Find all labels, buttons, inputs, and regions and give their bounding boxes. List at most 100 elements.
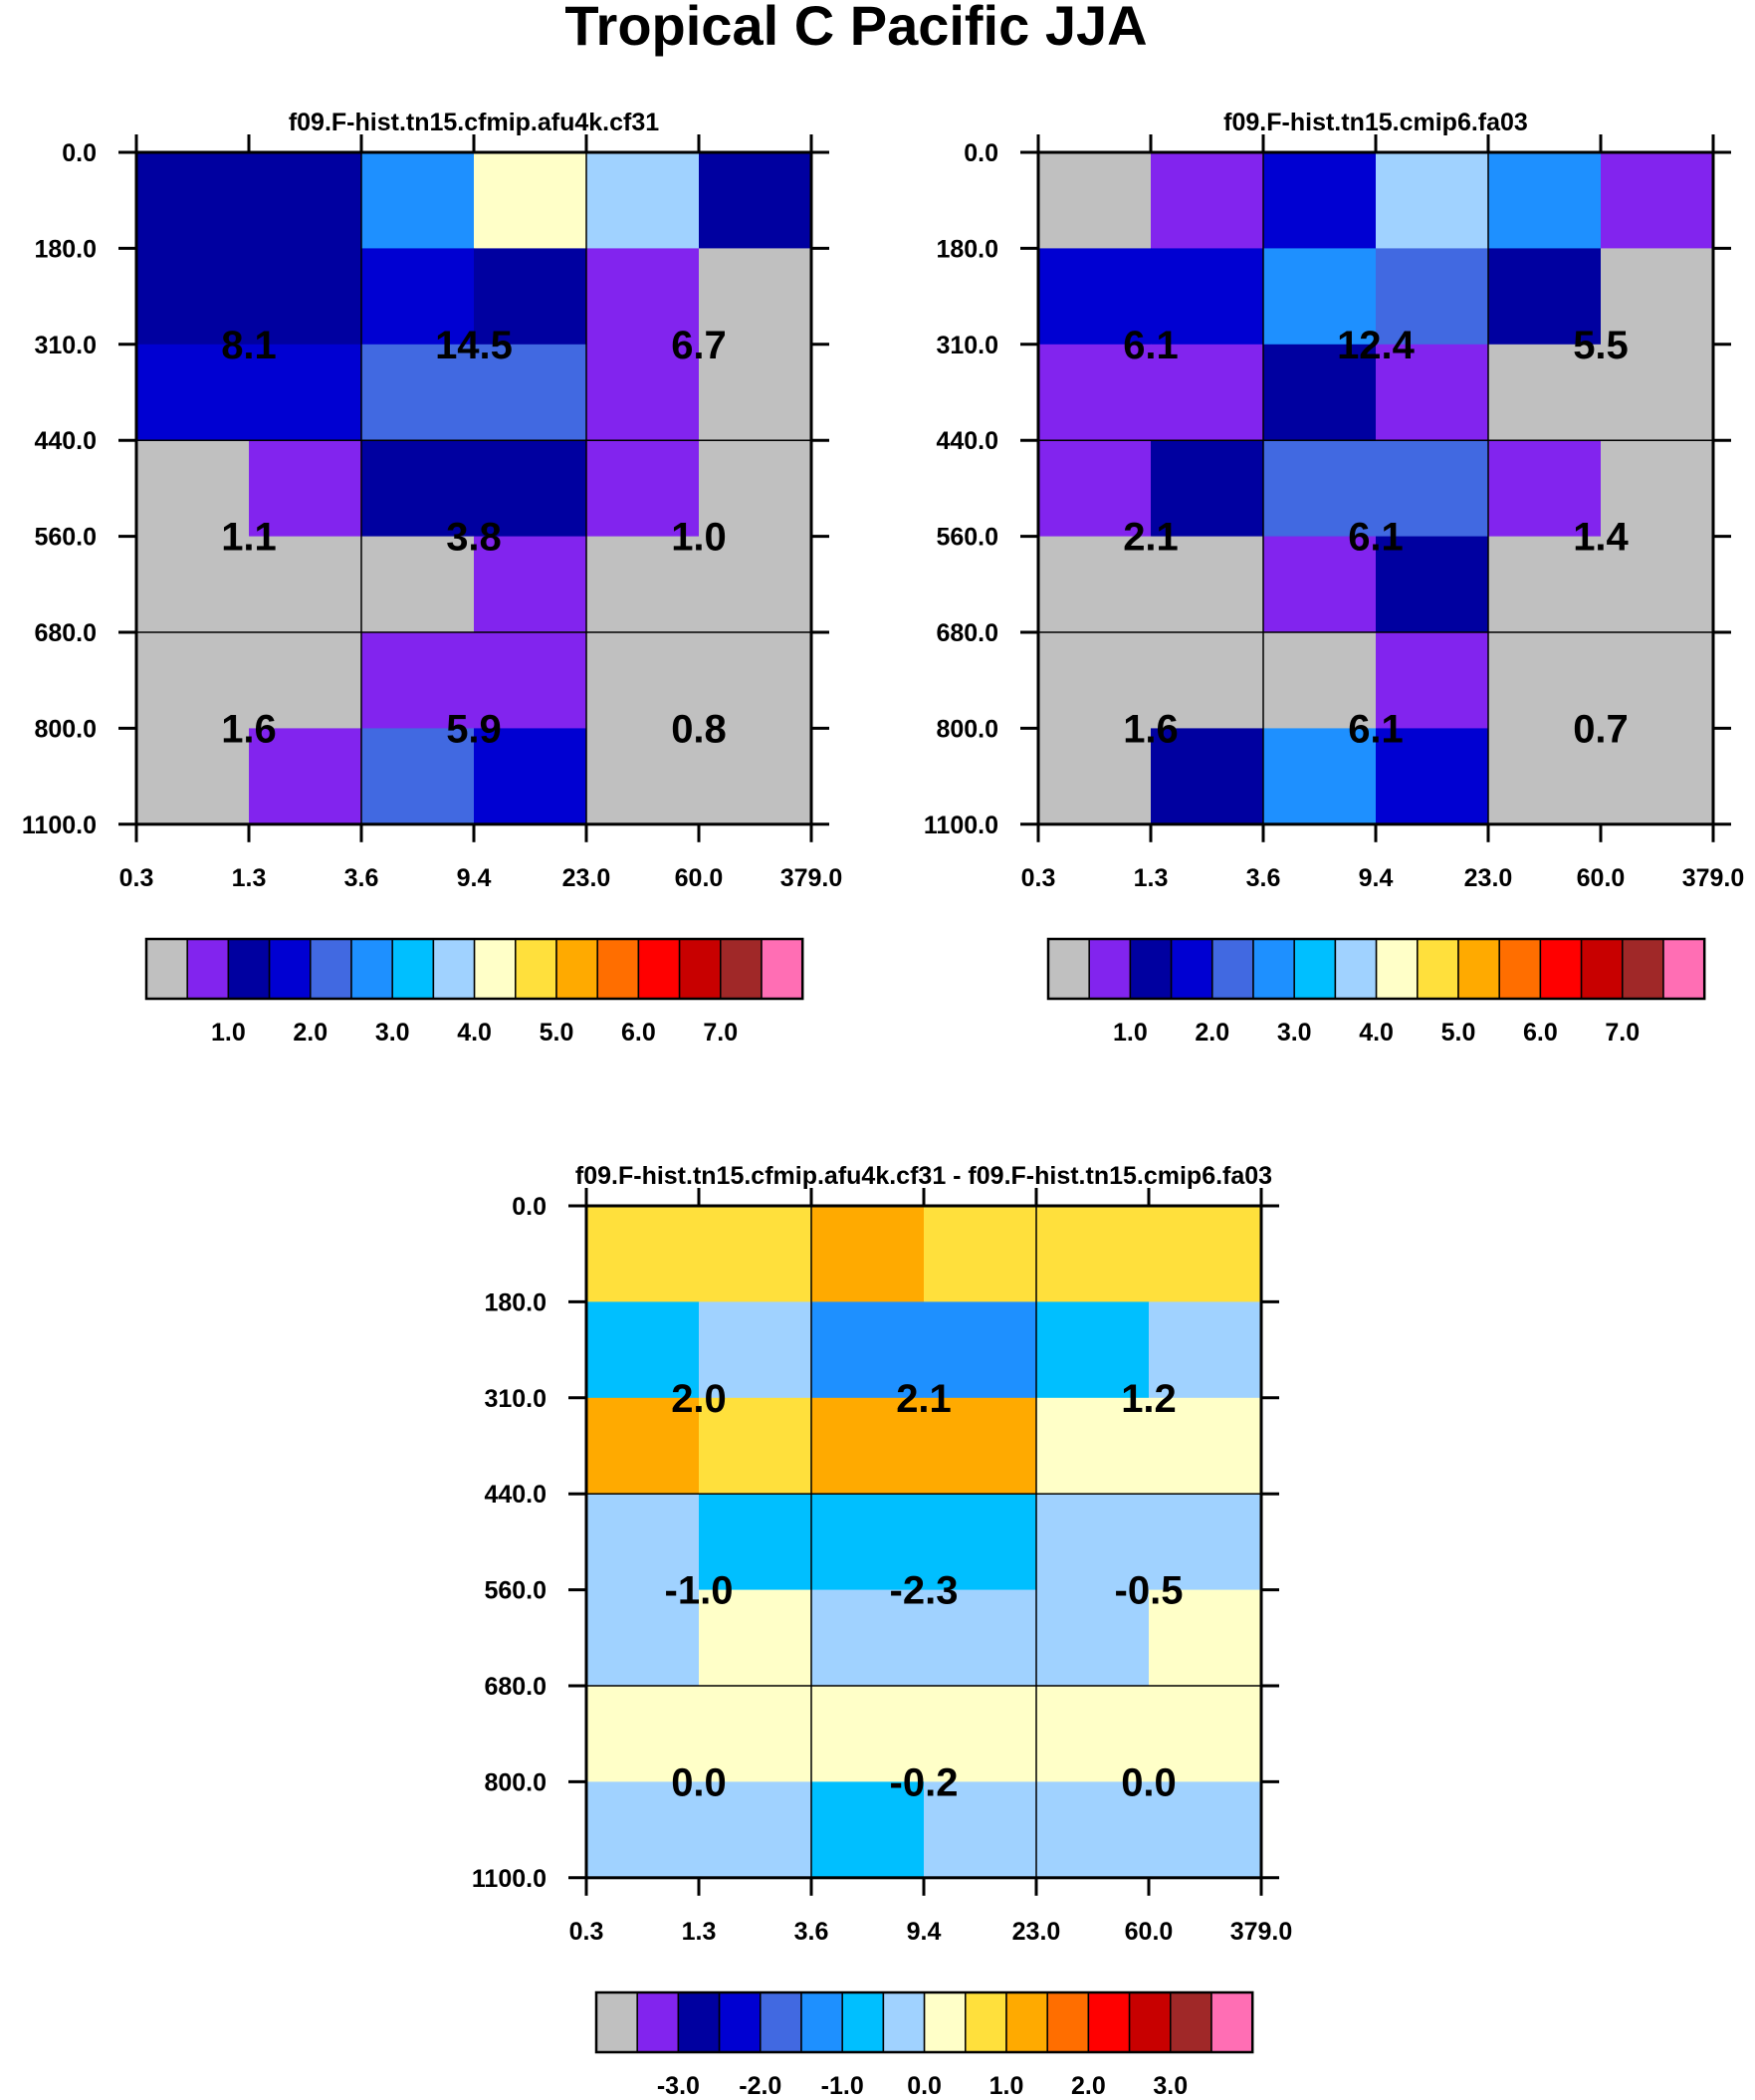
data-label: 12.4 [1337, 324, 1416, 367]
heatmap-cell [699, 1589, 812, 1687]
y-tick-label: 440.0 [34, 427, 97, 455]
colorbar-frame [144, 937, 804, 1001]
colorbar-box [473, 938, 517, 1000]
data-label: 1.0 [671, 516, 727, 560]
colorbar-label: 3.0 [1277, 1019, 1312, 1047]
heatmap-cell [1036, 1301, 1150, 1399]
heatmap-cell [136, 632, 250, 729]
x-tick-label: 1.3 [232, 864, 267, 892]
heatmap-cell [361, 440, 475, 538]
heatmap-cell [1601, 536, 1714, 633]
heatmap-cell [924, 1589, 1037, 1687]
colorbar-box [1252, 938, 1295, 1000]
heatmap-cell [249, 152, 362, 249]
x-tick-label: 3.6 [1246, 864, 1281, 892]
heatmap-cell [699, 440, 812, 538]
y-tick-label: 680.0 [34, 619, 97, 647]
panels: f09.F-hist.tn15.cfmip.afu4k.cf31 0.0 180.0… [22, 109, 1744, 2100]
data-label: 0.7 [1573, 707, 1629, 751]
colorbar-frame [1046, 937, 1706, 1001]
heatmap-cell [1263, 440, 1377, 538]
colorbar-box [515, 938, 557, 1000]
colorbar-box [800, 1991, 843, 2053]
heatmap-cell [1038, 632, 1152, 729]
data-label: 6.1 [1348, 707, 1404, 751]
heatmap-cell [699, 536, 812, 633]
colorbar-box [268, 938, 312, 1000]
colorbar-label: -1.0 [821, 2072, 864, 2100]
heatmap-cell [586, 344, 700, 441]
data-label: -0.2 [890, 1760, 959, 1804]
data-label: 2.1 [896, 1377, 952, 1421]
colorbar-box [677, 1991, 721, 2053]
heatmap-cell [249, 536, 362, 633]
colorbar-label: 3.0 [375, 1019, 410, 1047]
colorbar-box [1047, 938, 1090, 1000]
heatmap-cell [1488, 344, 1602, 441]
heatmap-cell [1036, 1397, 1150, 1495]
colorbar-label: -2.0 [739, 2072, 781, 2100]
data-label: -2.3 [890, 1569, 959, 1613]
heatmap-cell [1488, 728, 1602, 825]
heatmap-cell [699, 728, 812, 825]
heatmap-cell [474, 536, 587, 633]
x-tick-label: 0.3 [119, 864, 154, 892]
heatmap-cell [1151, 728, 1264, 825]
colorbar-label: 1.0 [1113, 1019, 1148, 1047]
heatmap-cell [249, 344, 362, 441]
heatmap-cell [249, 248, 362, 346]
heatmap-cell [1038, 728, 1152, 825]
heatmap-cell [586, 1494, 700, 1591]
heatmap-cell [1488, 248, 1602, 346]
colorbar-label: 7.0 [1605, 1019, 1640, 1047]
data-label: 1.2 [1121, 1377, 1177, 1421]
y-tick-label: 560.0 [34, 524, 97, 552]
colorbar-box [637, 938, 681, 1000]
heatmap-cell [586, 440, 700, 538]
y-tick-label: 800.0 [34, 715, 97, 743]
heatmap-cell [1036, 1589, 1150, 1687]
y-tick-label: 800.0 [484, 1768, 547, 1796]
heatmap-cell [1263, 152, 1377, 249]
data-label: 5.5 [1573, 324, 1629, 367]
heatmap-cell [136, 440, 250, 538]
colorbar-box [186, 938, 230, 1000]
y-tick-label: 180.0 [936, 235, 998, 263]
colorbar-box [1170, 1991, 1212, 2053]
data-label: 1.1 [221, 516, 277, 560]
heatmap-cell [586, 728, 700, 825]
heatmap-cell [361, 152, 475, 249]
x-tick-label: 23.0 [1464, 864, 1513, 892]
heatmap-cell [136, 248, 250, 346]
y-tick-label: 0.0 [964, 139, 998, 167]
x-tick-label: 1.3 [682, 1918, 717, 1946]
heatmap-cell [811, 1781, 925, 1879]
heatmap-cell [1601, 344, 1714, 441]
heatmap-cell [1038, 440, 1152, 538]
colorbar-box [1457, 938, 1500, 1000]
heatmap-cell [811, 1686, 925, 1782]
colorbar-box [965, 1991, 1007, 2053]
data-label: 6.1 [1123, 324, 1179, 367]
y-tick-label: 0.0 [512, 1193, 547, 1221]
colorbar-box [760, 1991, 802, 2053]
colorbar-box [636, 1991, 680, 2053]
heatmap-cell [1263, 248, 1377, 346]
heatmap-cell [1488, 440, 1602, 538]
heatmap-cell [1601, 440, 1714, 538]
x-tick-label: 3.6 [344, 864, 379, 892]
heatmap-cell [1376, 440, 1489, 538]
heatmap-cell [1263, 728, 1377, 825]
heatmap-cell [811, 1494, 925, 1591]
heatmap-cell [361, 632, 475, 729]
heatmap-cell [1036, 1494, 1150, 1591]
heatmap-cell [699, 344, 812, 441]
heatmap-cell [586, 536, 700, 633]
y-tick-label: 180.0 [34, 235, 97, 263]
colorbar-box [1580, 938, 1624, 1000]
heatmap-cell [1263, 632, 1377, 729]
colorbar-box [595, 1991, 638, 2053]
colorbar-label: 5.0 [1441, 1019, 1476, 1047]
heatmap-cell [586, 1206, 700, 1302]
